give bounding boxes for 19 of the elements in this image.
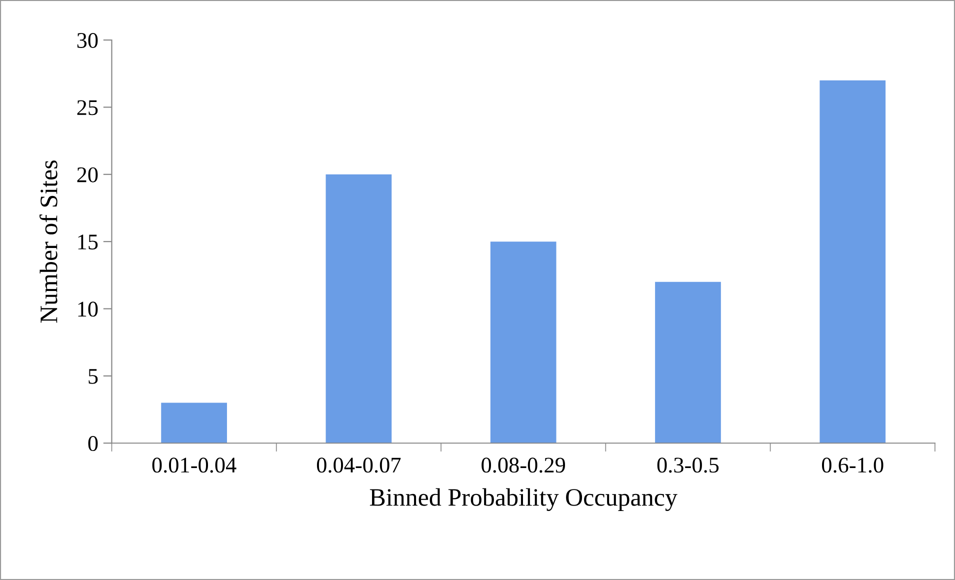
y-axis-title: Number of Sites <box>40 160 58 323</box>
y-tick-label: 20 <box>77 167 98 182</box>
bar <box>655 282 721 444</box>
y-tick-label: 0 <box>88 436 98 452</box>
y-tick-label: 30 <box>77 32 98 48</box>
bar <box>161 402 227 444</box>
y-tick-label: 5 <box>88 369 98 384</box>
x-tick-label: 0.6-1.0 <box>822 458 884 473</box>
x-axis-title: Binned Probability Occupancy <box>370 488 678 512</box>
x-tick-label: 0.01-0.04 <box>152 458 236 473</box>
bar <box>326 174 392 444</box>
x-tick-label: 0.3-0.5 <box>657 458 719 473</box>
bar <box>490 242 556 444</box>
y-tick-label: 10 <box>78 302 98 317</box>
bar <box>820 80 886 444</box>
y-tick-label: 25 <box>77 100 98 116</box>
x-tick-label: 0.08-0.29 <box>482 458 566 473</box>
y-tick-label: 15 <box>78 234 98 250</box>
x-tick-label: 0.04-0.07 <box>316 458 401 473</box>
